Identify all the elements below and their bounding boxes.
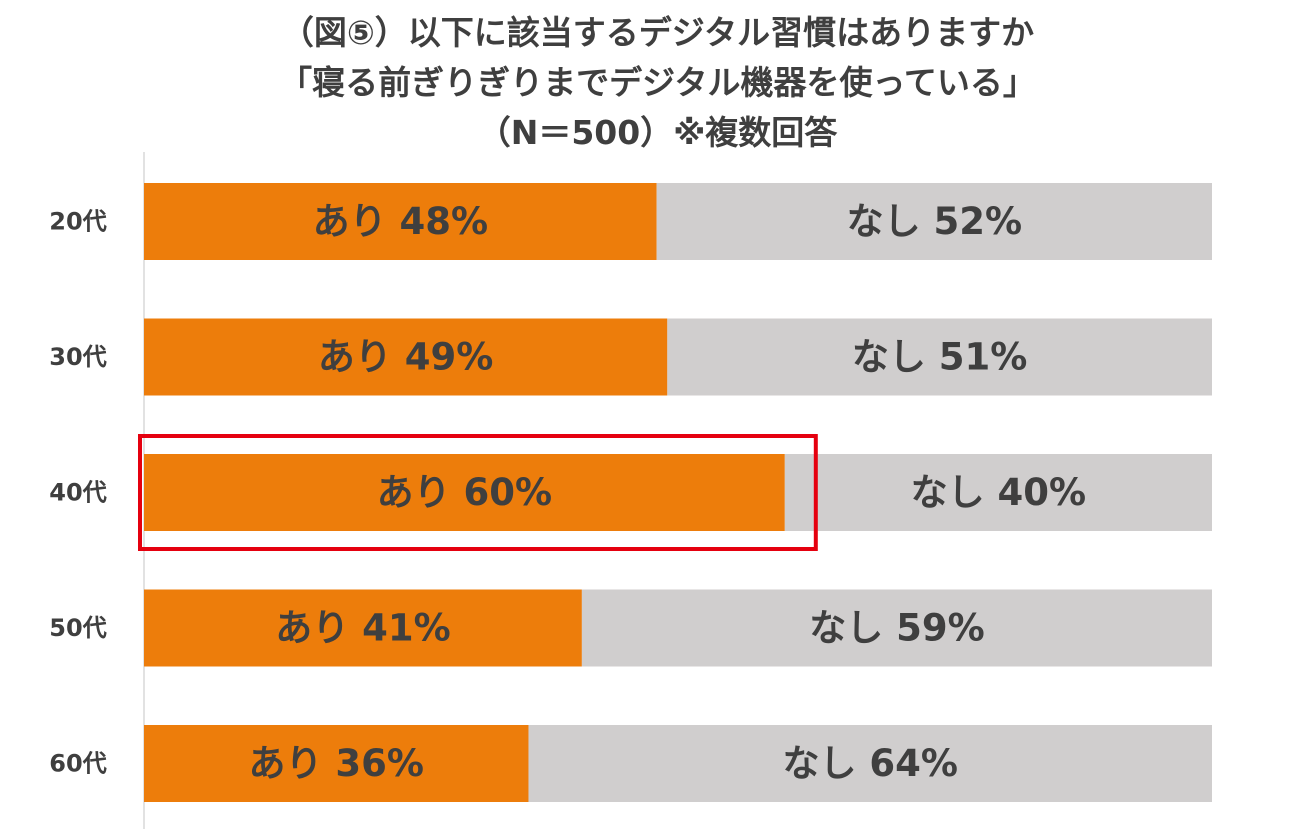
highlight-box xyxy=(138,434,818,551)
data-label: なし 59% xyxy=(809,607,984,650)
bar-segment-あり xyxy=(144,589,582,667)
data-label: あり 48% xyxy=(313,200,488,243)
chart-title-line-3: （N＝500）※複数回答 xyxy=(477,113,838,152)
data-label: なし 40% xyxy=(911,471,1086,514)
data-label: あり 41% xyxy=(275,607,450,650)
data-label: あり 36% xyxy=(249,742,424,785)
y-tick-label: 50代 xyxy=(49,614,106,642)
bar-segment-なし xyxy=(667,318,1212,396)
bar-segment-あり xyxy=(144,725,529,802)
bar-segment-なし xyxy=(581,589,1212,667)
y-tick-label: 60代 xyxy=(49,750,106,778)
bar-segment-なし xyxy=(528,725,1212,802)
y-tick-label: 20代 xyxy=(49,208,106,236)
bar-segment-なし xyxy=(656,183,1212,260)
y-tick-label: 40代 xyxy=(49,479,106,507)
data-label: なし 51% xyxy=(852,336,1027,379)
chart-title-line-1: （図⑤）以下に該当するデジタル習慣はありますか xyxy=(280,13,1035,52)
bar-segment-あり xyxy=(144,454,785,531)
bar-segment-あり xyxy=(144,318,668,396)
bar-segment-なし xyxy=(784,454,1212,531)
bar-segment-あり xyxy=(144,183,657,260)
chart-title: （図⑤）以下に該当するデジタル習慣はありますか 「寝る前ぎりぎりまでデジタル機器… xyxy=(0,8,1315,158)
data-label: あり 60% xyxy=(377,471,552,514)
data-label: なし 64% xyxy=(783,742,958,785)
data-label: あり 49% xyxy=(318,336,493,379)
data-label: なし 52% xyxy=(847,200,1022,243)
y-tick-label: 30代 xyxy=(49,343,106,371)
chart-title-line-2: 「寝る前ぎりぎりまでデジタル機器を使っている」 xyxy=(279,63,1036,102)
